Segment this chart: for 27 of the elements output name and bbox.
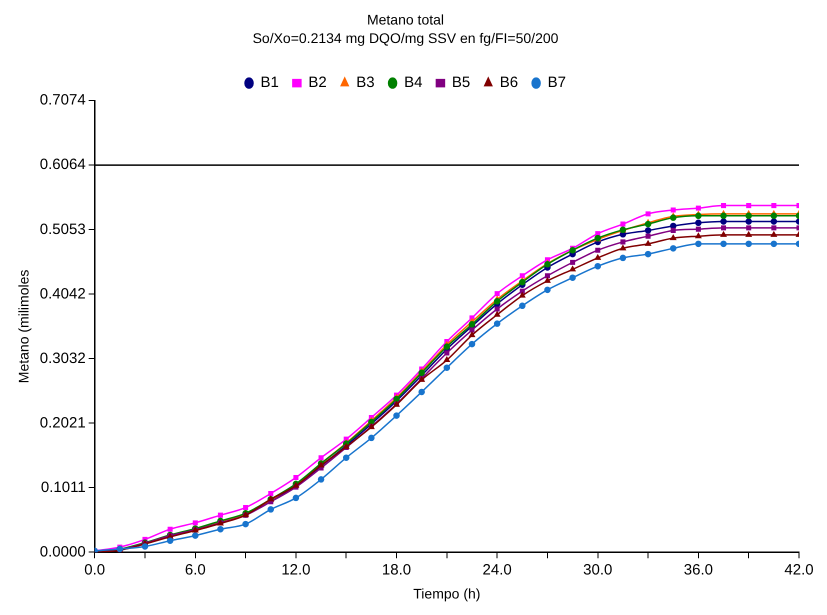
x-tick-label: 36.0 — [684, 561, 713, 578]
legend-label: B2 — [308, 74, 327, 92]
x-axis-title: Tiempo (h) — [413, 585, 480, 602]
y-tick-label: 0.2021 — [40, 414, 86, 432]
legend-label: B5 — [452, 74, 470, 92]
y-tick-label: 0.0000 — [40, 543, 86, 560]
y-tick-label: 0.5053 — [40, 220, 86, 238]
x-tick-label: 24.0 — [482, 561, 512, 578]
y-tick-label: 0.6064 — [40, 156, 86, 174]
x-tick-label: 42.0 — [784, 561, 814, 578]
y-tick-label: 0.7074 — [40, 92, 86, 109]
legend-label: B7 — [548, 74, 566, 92]
x-tick-label: 18.0 — [382, 561, 412, 578]
x-tick-label: 0.0 — [84, 561, 106, 578]
legend-label: B3 — [356, 74, 375, 92]
legend-label: B6 — [500, 74, 518, 92]
x-tick-label: 12.0 — [281, 561, 311, 578]
y-axis-title: Metano (milimoles — [15, 270, 32, 384]
chart-title: Metano total — [366, 11, 444, 28]
y-tick-label: 0.4042 — [40, 285, 86, 302]
chart-subtitle: So/Xo=0.2134 mg DQO/mg SSV en fg/FI=50/200 — [252, 30, 559, 46]
x-tick-label: 6.0 — [184, 561, 206, 578]
legend-label: B4 — [404, 74, 422, 92]
legend-label: B1 — [260, 74, 279, 92]
x-tick-label: 30.0 — [583, 561, 612, 578]
y-tick-label: 0.1011 — [40, 478, 86, 496]
y-tick-label: 0.3032 — [40, 350, 86, 367]
